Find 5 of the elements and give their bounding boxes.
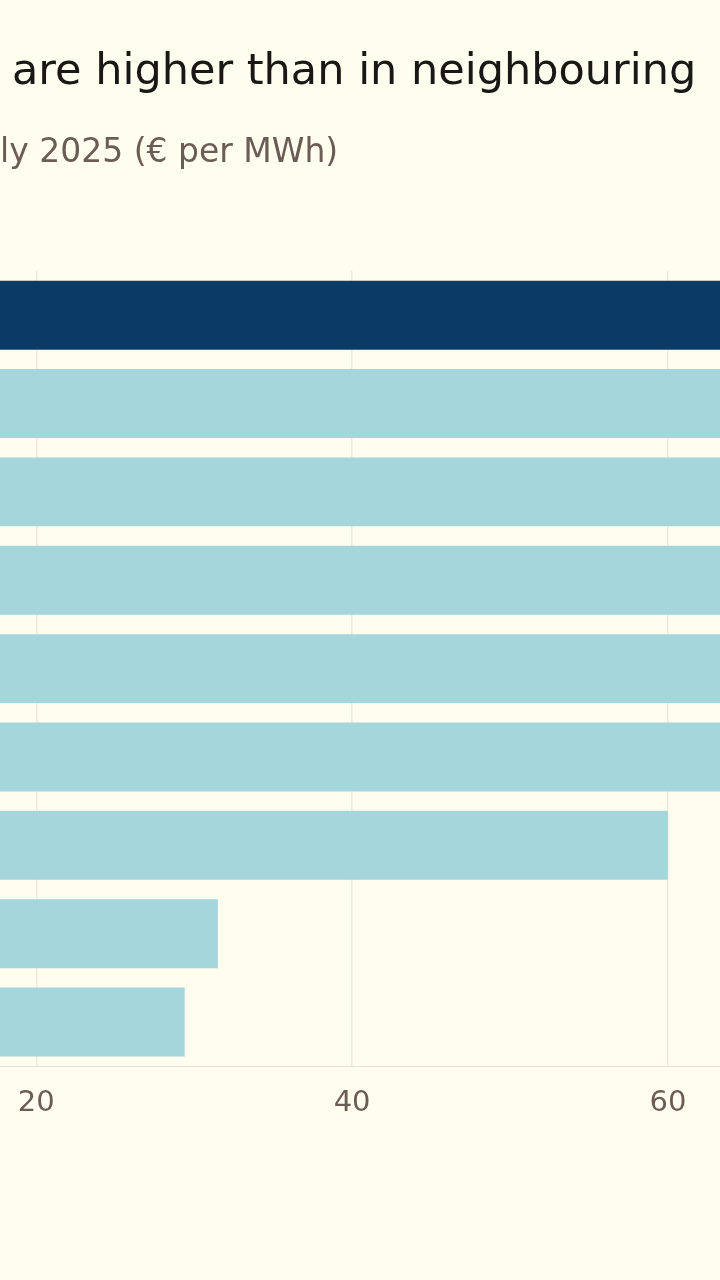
x-tick-label: 20 — [17, 1084, 55, 1119]
x-tick-label: 60 — [649, 1084, 687, 1119]
chart-subtitle: ly 2025 (€ per MWh) — [0, 131, 339, 170]
chart-title: are higher than in neighbouring — [12, 44, 697, 94]
x-tick-label: 40 — [333, 1084, 371, 1119]
